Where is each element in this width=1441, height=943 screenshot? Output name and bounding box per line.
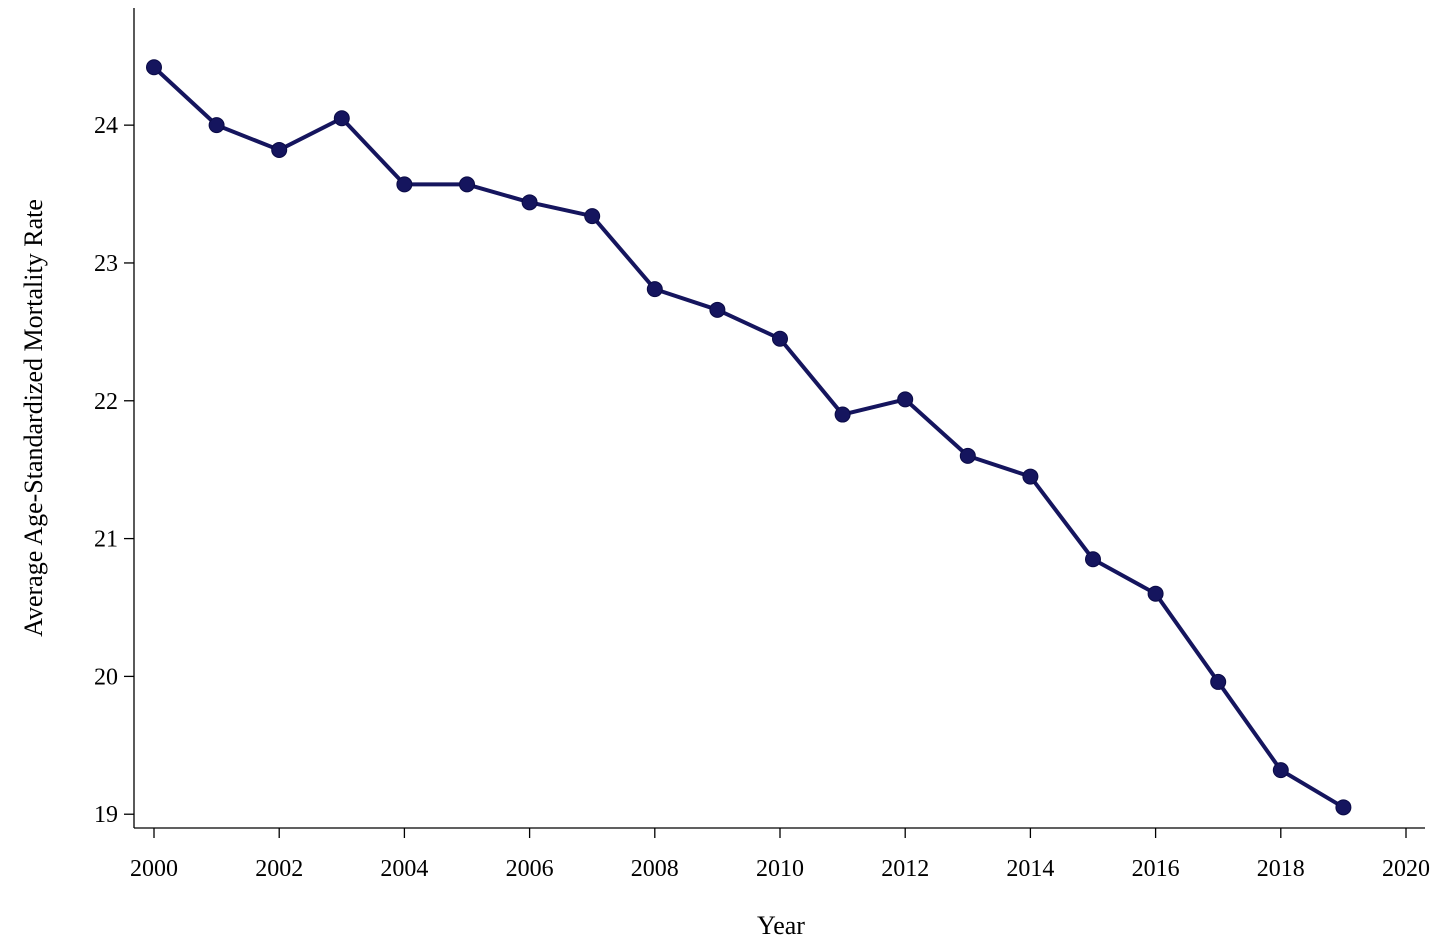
data-point <box>1210 673 1227 690</box>
data-point <box>1085 551 1101 568</box>
x-tick-label: 2012 <box>881 856 929 882</box>
x-tick-label: 2014 <box>1006 856 1054 882</box>
y-tick-label: 24 <box>94 113 118 139</box>
series-line <box>152 65 1345 810</box>
y-axis-title: Average Age-Standardized Mortality Rate <box>19 199 48 637</box>
y-tick-label: 20 <box>94 664 118 690</box>
data-point <box>646 281 663 298</box>
data-point <box>521 194 538 211</box>
series <box>146 59 1352 816</box>
data-point <box>333 110 350 127</box>
x-tick-label: 2020 <box>1382 856 1430 882</box>
data-point <box>459 176 475 193</box>
data-point <box>1147 585 1164 602</box>
y-ticks: 19 20 21 22 23 24 <box>94 113 134 828</box>
data-point <box>208 117 225 134</box>
x-tick-label: 2016 <box>1132 856 1180 882</box>
data-point <box>584 208 601 225</box>
data-point <box>897 391 914 408</box>
data-point <box>959 447 976 464</box>
axes <box>133 8 1425 829</box>
y-tick-label: 23 <box>94 251 118 277</box>
y-tick-label: 19 <box>94 802 118 828</box>
x-axis-title: Year <box>757 911 805 940</box>
y-tick-label: 22 <box>94 389 118 415</box>
x-tick-label: 2002 <box>255 856 303 882</box>
data-point <box>834 406 851 423</box>
data-point <box>271 141 288 158</box>
data-point <box>1022 468 1039 485</box>
data-point <box>396 176 413 193</box>
data-point <box>709 301 726 318</box>
y-tick-label: 21 <box>94 527 118 553</box>
data-point <box>772 330 788 347</box>
data-point <box>1272 762 1289 779</box>
x-tick-label: 2010 <box>756 856 804 882</box>
x-tick-label: 2000 <box>130 856 178 882</box>
x-ticks: 2000 2002 2004 2006 2008 2010 2012 2014 2016 2018… <box>130 828 1430 882</box>
data-point <box>146 59 162 76</box>
x-tick-label: 2004 <box>380 856 428 882</box>
x-tick-label: 2018 <box>1257 856 1305 882</box>
data-point <box>1335 799 1352 816</box>
x-tick-label: 2008 <box>631 856 679 882</box>
x-tick-label: 2006 <box>506 856 554 882</box>
